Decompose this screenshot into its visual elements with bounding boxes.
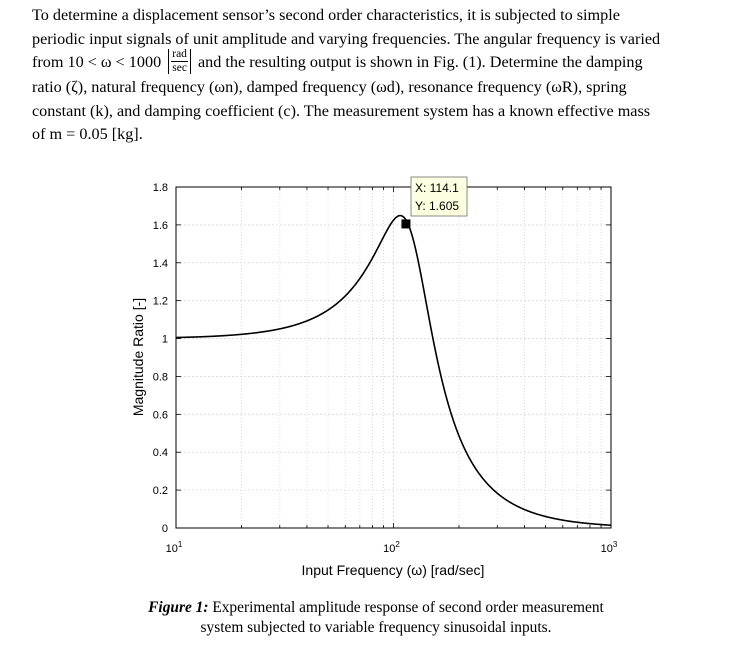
y-tick-label: 0.6 (153, 409, 168, 421)
y-tick-label: 1.8 (153, 182, 168, 194)
y-tick-label: 1 (162, 334, 168, 346)
datatip[interactable]: X: 114.1 Y: 1.605 (401, 176, 468, 229)
problem-line-3: from 10 < ω < 1000 rad sec and the resul… (32, 48, 742, 76)
datatip-y-text: Y: 1.605 (415, 199, 459, 213)
unit-numerator: rad (171, 48, 188, 62)
problem-line-3-rest: and the resulting output is shown in Fig… (197, 53, 643, 72)
datatip-marker[interactable] (401, 219, 411, 229)
y-tick-label: 1.2 (153, 296, 168, 308)
figure-caption: Figure 1: Experimental amplitude respons… (0, 598, 752, 638)
datatip-x-text: X: 114.1 (415, 181, 459, 195)
y-tick-label: 0.8 (153, 371, 168, 383)
problem-line-5: constant (k), and damping coefficient (c… (32, 101, 651, 120)
problem-line-4: ratio (ζ), natural frequency (ωn), dampe… (32, 78, 627, 96)
caption-label: Figure 1: (148, 599, 209, 616)
x-tick-labels: 101 102 103 (166, 540, 618, 555)
y-axis-label: Magnitude Ratio [-] (130, 298, 146, 416)
problem-statement: To determine a displacement sensor’s sec… (32, 4, 742, 147)
response-curve (175, 214, 612, 527)
y-tick-label: 1.4 (153, 258, 168, 270)
frequency-range: from 10 < ω < 1000 (32, 53, 162, 72)
y-tick-label: 0.4 (153, 447, 168, 459)
problem-line-6: of m = 0.05 [kg]. (32, 125, 143, 143)
unit-bracket: rad sec (168, 48, 191, 74)
grid (176, 187, 611, 528)
y-tick-label: 1.6 (153, 220, 168, 232)
problem-line-2: periodic input signals of unit amplitude… (32, 29, 661, 48)
x-axis-label: Input Frequency (ω) [rad/sec] (302, 562, 485, 578)
y-tick-label: 0.2 (153, 485, 168, 497)
datatip-box (410, 176, 468, 217)
x-tick-label: 102 (383, 540, 400, 555)
x-tick-label: 101 (166, 540, 183, 555)
caption-line-1: Figure 1: Experimental amplitude respons… (0, 598, 752, 618)
axis-ticks (175, 186, 611, 529)
caption-text-1: Experimental amplitude response of secon… (212, 599, 604, 616)
problem-line-1: To determine a displacement sensor’s sec… (32, 6, 620, 24)
y-tick-labels: 0 0.2 0.4 0.6 0.8 1 1.2 1.4 1.6 1.8 (153, 182, 168, 535)
y-tick-label: 0 (162, 523, 168, 535)
caption-line-2: system subjected to variable frequency s… (200, 619, 552, 636)
x-tick-label: 103 (601, 540, 618, 555)
unit-denominator: sec (172, 62, 187, 74)
